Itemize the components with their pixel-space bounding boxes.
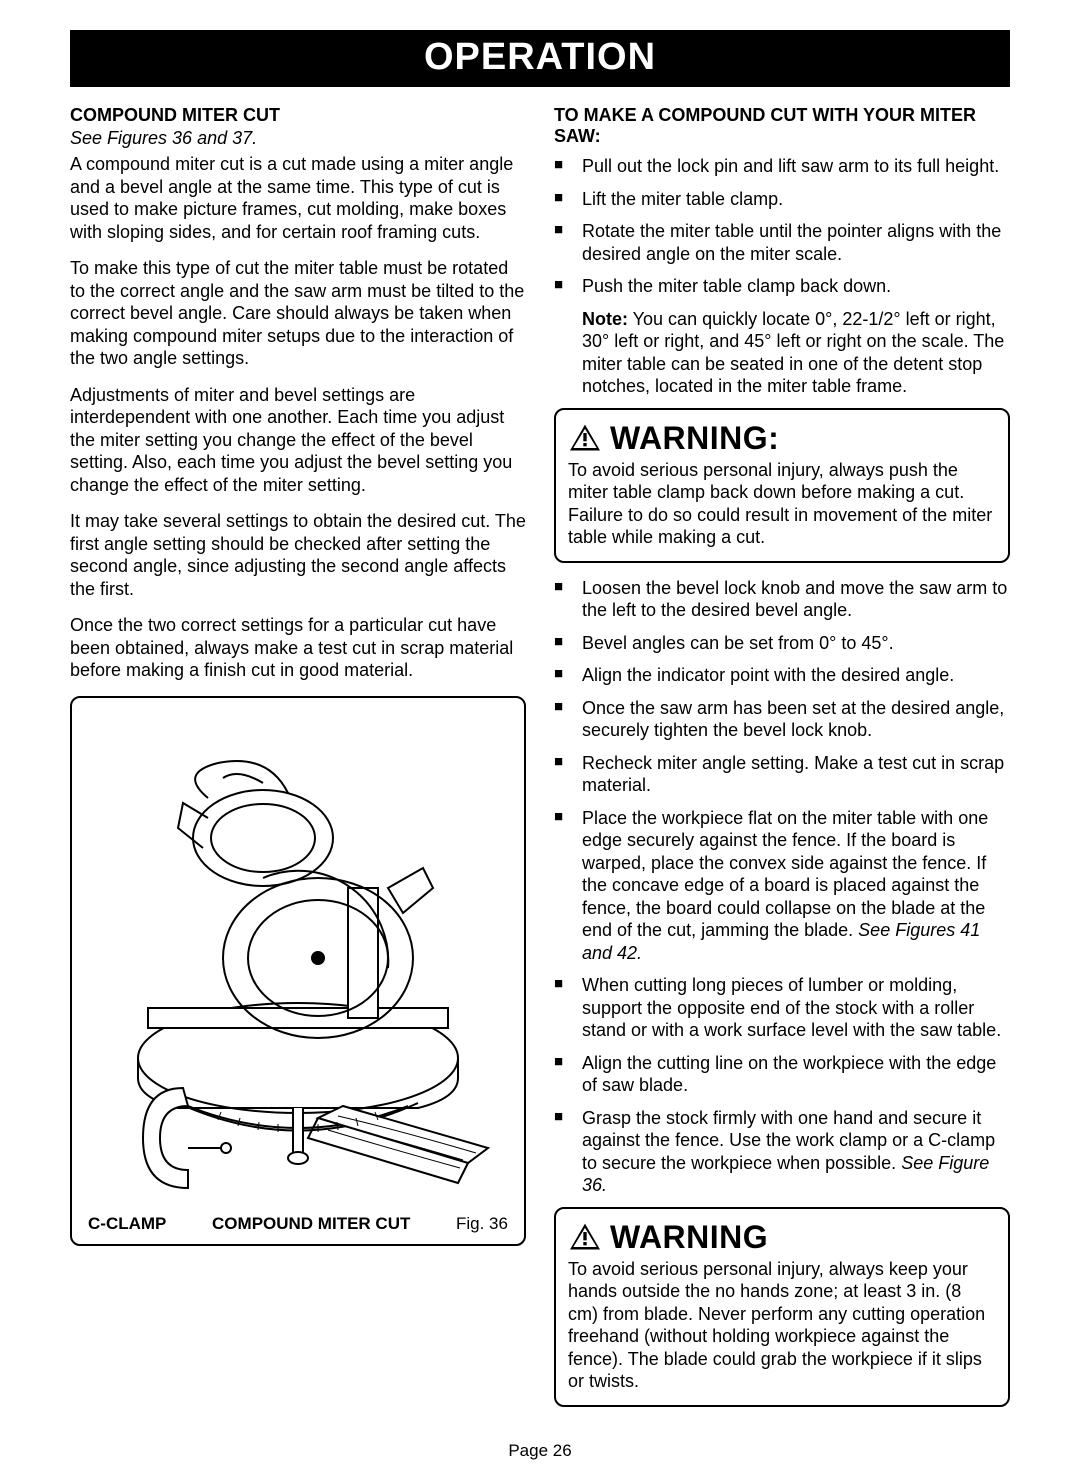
list-item: Recheck miter angle setting. Make a test… bbox=[554, 752, 1010, 797]
see-figures-36-37: See Figures 36 and 37. bbox=[70, 128, 526, 149]
warning-title-2: WARNING bbox=[610, 1219, 768, 1256]
para-3: Adjustments of miter and bevel settings … bbox=[70, 384, 526, 497]
warning-box-1: WARNING: To avoid serious personal injur… bbox=[554, 408, 1010, 563]
note-label: Note: bbox=[582, 309, 628, 329]
list-item: Push the miter table clamp back down. bbox=[554, 275, 1010, 298]
list-item: Place the workpiece flat on the miter ta… bbox=[554, 807, 1010, 965]
make-compound-title: TO MAKE A COMPOUND CUT WITH YOUR MITER S… bbox=[554, 105, 1010, 147]
para-2: To make this type of cut the miter table… bbox=[70, 257, 526, 370]
warning-text-2: To avoid serious personal injury, always… bbox=[568, 1258, 996, 1393]
compound-miter-title: COMPOUND MITER CUT bbox=[70, 105, 526, 126]
note-text: You can quickly locate 0°, 22-1/2° left … bbox=[582, 309, 1004, 397]
caption-c-clamp: C-CLAMP bbox=[88, 1214, 166, 1234]
left-column: COMPOUND MITER CUT See Figures 36 and 37… bbox=[70, 105, 526, 1421]
list-item: Grasp the stock firmly with one hand and… bbox=[554, 1107, 1010, 1197]
miter-saw-illustration bbox=[78, 708, 518, 1208]
list-item: Lift the miter table clamp. bbox=[554, 188, 1010, 211]
warning-triangle-icon bbox=[568, 1222, 602, 1252]
para-1: A compound miter cut is a cut made using… bbox=[70, 153, 526, 243]
warning-triangle-icon bbox=[568, 423, 602, 453]
caption-compound-cut: COMPOUND MITER CUT bbox=[212, 1214, 410, 1234]
operation-header: OPERATION bbox=[70, 30, 1010, 87]
caption-fig-36: Fig. 36 bbox=[456, 1214, 508, 1234]
list-item: Align the indicator point with the desir… bbox=[554, 664, 1010, 687]
bullet-list-1: Pull out the lock pin and lift saw arm t… bbox=[554, 155, 1010, 298]
figure-36-box: C-CLAMP COMPOUND MITER CUT Fig. 36 bbox=[70, 696, 526, 1246]
list-item: Once the saw arm has been set at the des… bbox=[554, 697, 1010, 742]
warning-text-1: To avoid serious personal injury, always… bbox=[568, 459, 996, 549]
note-block: Note: You can quickly locate 0°, 22-1/2°… bbox=[554, 308, 1010, 398]
list-item: Bevel angles can be set from 0° to 45°. bbox=[554, 632, 1010, 655]
list-item: When cutting long pieces of lumber or mo… bbox=[554, 974, 1010, 1042]
list-item: Loosen the bevel lock knob and move the … bbox=[554, 577, 1010, 622]
content-columns: COMPOUND MITER CUT See Figures 36 and 37… bbox=[70, 105, 1010, 1421]
warning-box-2: WARNING To avoid serious personal injury… bbox=[554, 1207, 1010, 1407]
figure-caption: C-CLAMP COMPOUND MITER CUT Fig. 36 bbox=[78, 1208, 518, 1238]
warning-title-1: WARNING: bbox=[610, 420, 779, 457]
list-item: Pull out the lock pin and lift saw arm t… bbox=[554, 155, 1010, 178]
page-number: Page 26 bbox=[70, 1441, 1010, 1461]
list-item: Align the cutting line on the workpiece … bbox=[554, 1052, 1010, 1097]
list-item: Rotate the miter table until the pointer… bbox=[554, 220, 1010, 265]
para-4: It may take several settings to obtain t… bbox=[70, 510, 526, 600]
right-column: TO MAKE A COMPOUND CUT WITH YOUR MITER S… bbox=[554, 105, 1010, 1421]
para-5: Once the two correct settings for a part… bbox=[70, 614, 526, 682]
bullet-list-2: Loosen the bevel lock knob and move the … bbox=[554, 577, 1010, 1197]
